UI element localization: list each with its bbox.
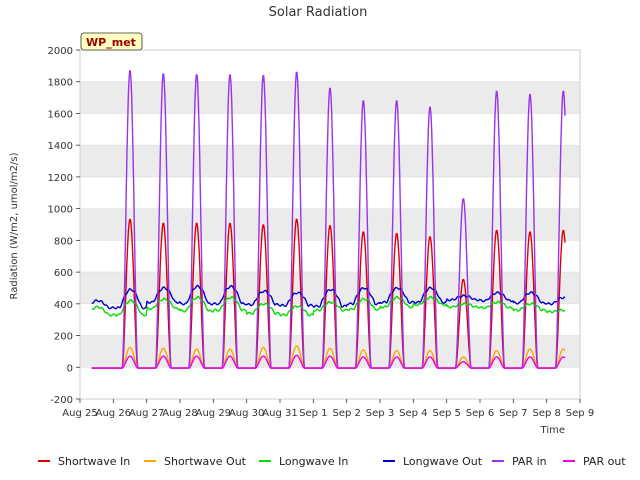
x-tick-label: Sep 1 bbox=[299, 408, 327, 419]
legend-label: Longwave Out bbox=[403, 455, 483, 468]
y-tick-label: 1600 bbox=[48, 109, 73, 120]
x-tick-label: Sep 8 bbox=[532, 408, 560, 419]
x-tick-label: Sep 9 bbox=[566, 408, 594, 419]
y-tick-label: 2000 bbox=[48, 46, 73, 57]
y-axis: -200 0 200 400 600 800 1000 1200 1400 1600 1800 200… bbox=[48, 46, 80, 406]
x-tick-label: Sep 2 bbox=[332, 408, 360, 419]
x-tick-label: Sep 5 bbox=[432, 408, 460, 419]
y-tick-label: 800 bbox=[54, 236, 73, 247]
y-tick-label: 400 bbox=[54, 300, 73, 311]
x-tick-label: Aug 29 bbox=[196, 408, 231, 419]
x-tick-label: Sep 4 bbox=[399, 408, 427, 419]
legend-label: PAR out bbox=[583, 455, 626, 468]
legend-label: PAR in bbox=[512, 455, 547, 468]
x-tick-label: Sep 6 bbox=[466, 408, 494, 419]
plot-frame bbox=[79, 49, 581, 400]
y-tick-label: 1000 bbox=[48, 205, 73, 216]
grid-band bbox=[80, 81, 580, 114]
grid-band bbox=[80, 335, 580, 368]
x-tick-label: Aug 25 bbox=[62, 408, 97, 419]
series-line bbox=[91, 295, 566, 317]
y-axis-label: Radiation (W/m2, umol/m2/s) bbox=[9, 152, 20, 299]
y-tick-label: -200 bbox=[50, 395, 73, 406]
y-tick-label: 200 bbox=[54, 332, 73, 343]
y-tick-label: 1400 bbox=[48, 141, 73, 152]
series-lines bbox=[91, 70, 566, 369]
y-tick-label: 1200 bbox=[48, 173, 73, 184]
x-tick-label: Aug 31 bbox=[262, 408, 297, 419]
x-tick-label: Aug 30 bbox=[229, 408, 264, 419]
x-tick-label: Aug 26 bbox=[96, 408, 131, 419]
grid-band bbox=[80, 145, 580, 177]
legend-label: Shortwave In bbox=[58, 455, 130, 468]
series-line bbox=[91, 354, 566, 369]
y-tick-label: 0 bbox=[67, 363, 73, 374]
annotation-box-frame bbox=[80, 32, 143, 51]
annotation-box: WP_met bbox=[80, 32, 143, 51]
annotation-label: WP_met bbox=[86, 36, 136, 49]
legend-label: Longwave In bbox=[279, 455, 348, 468]
x-tick-label: Aug 27 bbox=[129, 408, 164, 419]
chart-title: Solar Radiation bbox=[269, 5, 368, 20]
y-tick-label: 1800 bbox=[48, 78, 73, 89]
x-tick-label: Sep 7 bbox=[499, 408, 527, 419]
x-tick-label: Sep 3 bbox=[366, 408, 394, 419]
y-tick-label: 600 bbox=[54, 268, 73, 279]
series-line bbox=[91, 284, 566, 310]
x-axis-label: Time bbox=[540, 425, 565, 436]
grid-bands bbox=[80, 81, 580, 368]
legend-label: Shortwave Out bbox=[164, 455, 247, 468]
legend: Shortwave In Shortwave Out Longwave In Long… bbox=[38, 455, 626, 468]
x-tick-label: Aug 28 bbox=[162, 408, 197, 419]
grid-band bbox=[80, 208, 580, 241]
